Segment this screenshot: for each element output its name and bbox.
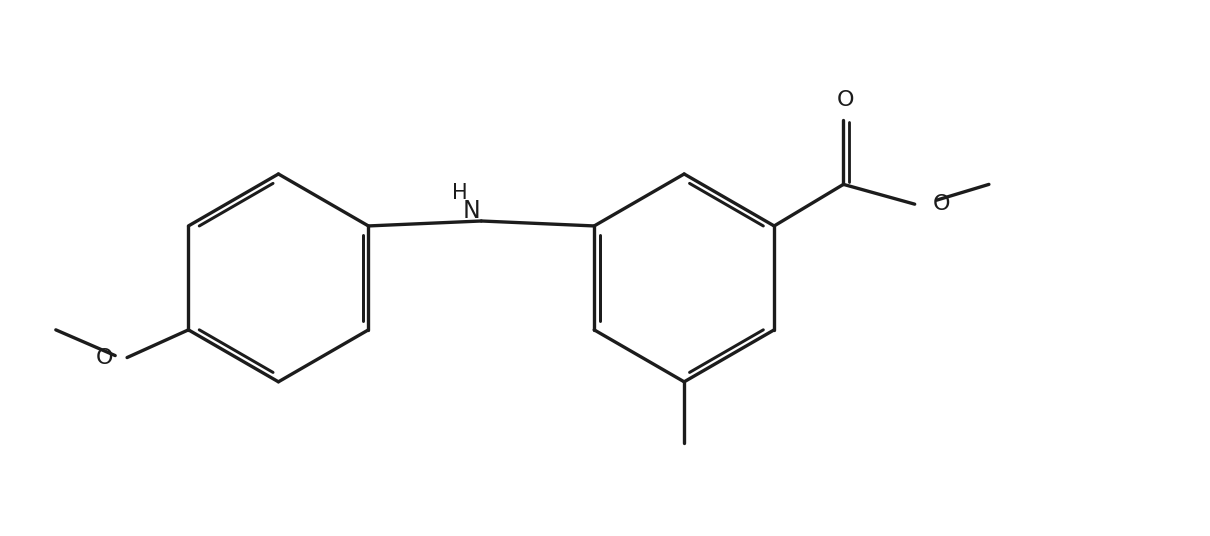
Text: O: O: [96, 347, 114, 368]
Text: H: H: [451, 183, 467, 203]
Text: O: O: [836, 90, 854, 110]
Text: N: N: [462, 199, 480, 223]
Text: O: O: [933, 194, 950, 214]
